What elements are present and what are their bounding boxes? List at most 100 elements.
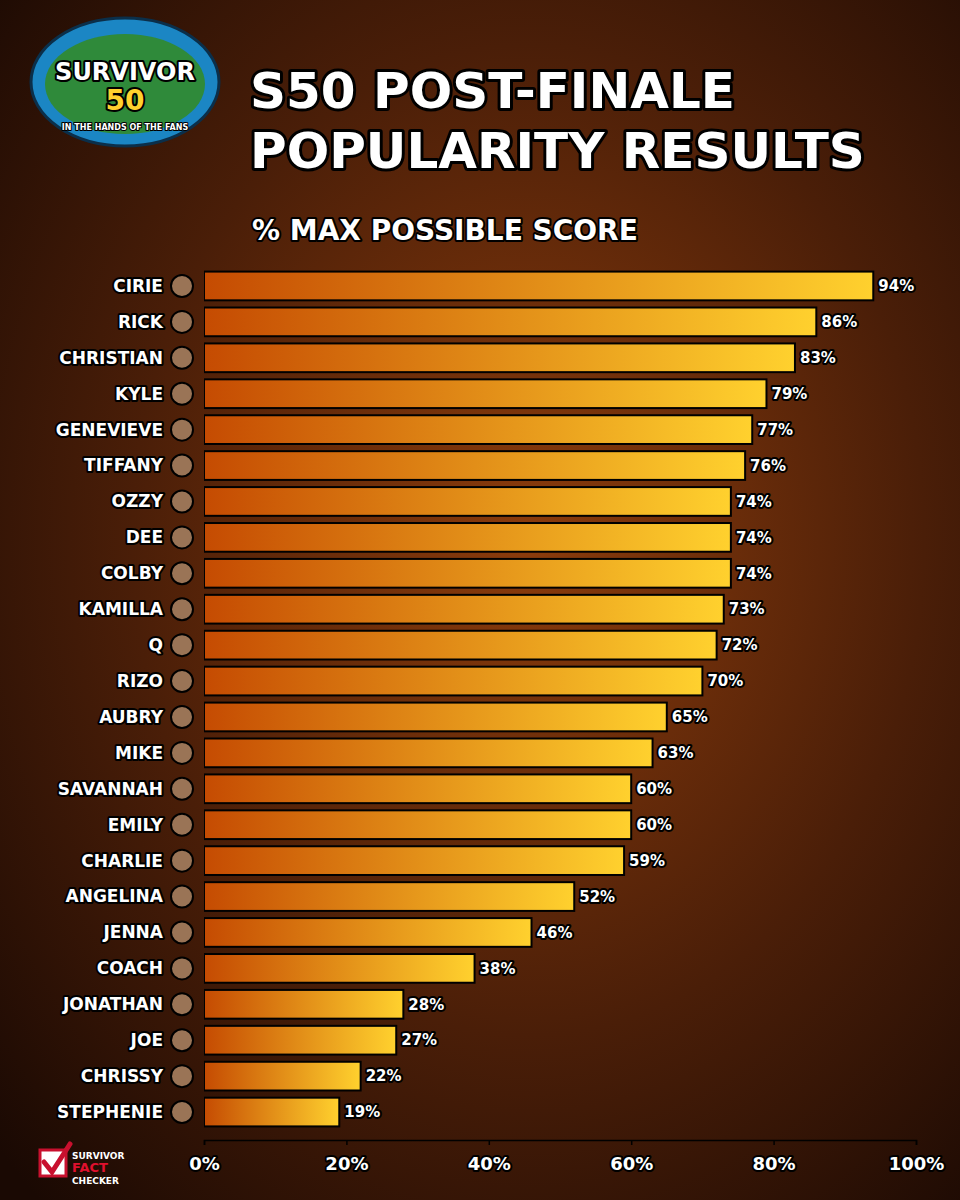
tick-mark	[489, 1140, 491, 1145]
logo-text: CHECKER	[72, 1176, 119, 1186]
category-label: Q	[149, 635, 163, 655]
avatar	[171, 455, 193, 477]
avatar	[171, 742, 193, 764]
bar	[204, 990, 403, 1019]
data-label: 83%	[800, 349, 836, 367]
avatar	[171, 1029, 193, 1051]
category-label: CIRIE	[113, 276, 163, 296]
bar	[204, 846, 624, 875]
title-line: POPULARITY RESULTS	[250, 122, 865, 180]
category-label: AUBRY	[99, 707, 164, 727]
tick-label: 20%	[325, 1153, 368, 1174]
tick: 40%	[468, 1140, 511, 1174]
x-axis: 0% 20% 40% 60% 80% 100%	[189, 1140, 944, 1174]
avatar	[171, 347, 193, 369]
avatar	[171, 562, 193, 584]
category-label: COACH	[97, 958, 163, 978]
bar	[204, 379, 766, 408]
bar	[204, 451, 745, 480]
bar	[204, 487, 731, 516]
data-label: 72%	[722, 636, 758, 654]
avatar	[171, 419, 193, 441]
bar	[204, 523, 731, 552]
data-label: 76%	[750, 457, 786, 475]
category-label: SAVANNAH	[58, 779, 163, 799]
avatar	[171, 383, 193, 405]
tick-label: 60%	[610, 1153, 653, 1174]
bar	[204, 343, 795, 372]
category-label: KYLE	[115, 384, 163, 404]
avatar	[171, 526, 193, 548]
bars	[204, 272, 873, 1127]
tick-label: 40%	[468, 1153, 511, 1174]
avatar	[171, 957, 193, 979]
tick: 80%	[753, 1140, 796, 1174]
data-label: 77%	[757, 421, 793, 439]
data-label: 74%	[736, 529, 772, 547]
avatar	[171, 993, 193, 1015]
data-label: 38%	[480, 960, 516, 978]
data-label: 86%	[821, 313, 857, 331]
bar	[204, 559, 731, 588]
data-label: 60%	[636, 780, 672, 798]
data-label: 28%	[408, 996, 444, 1014]
data-label: 70%	[707, 672, 743, 690]
tick-label: 80%	[753, 1153, 796, 1174]
avatar	[171, 490, 193, 512]
tick: 100%	[889, 1140, 945, 1174]
fact-checker-logo: SURVIVORFACTCHECKER	[40, 1144, 124, 1186]
data-label: 65%	[672, 708, 708, 726]
title-line: S50 POST-FINALE	[250, 62, 735, 120]
chart: SURVIVOR50IN THE HANDS OF THE FANSS50 PO…	[0, 0, 960, 1200]
bar	[204, 810, 631, 839]
logo-text: SURVIVOR	[55, 58, 195, 86]
avatar	[171, 634, 193, 656]
category-label: RIZO	[117, 671, 163, 691]
avatar	[171, 670, 193, 692]
tick-mark	[773, 1140, 775, 1145]
category-label: OZZY	[112, 491, 164, 511]
bar	[204, 272, 873, 301]
data-label: 94%	[878, 277, 914, 295]
data-label: 79%	[771, 385, 807, 403]
data-label: 60%	[636, 816, 672, 834]
tick-mark	[631, 1140, 633, 1145]
data-label: 27%	[401, 1031, 437, 1049]
bar	[204, 1062, 361, 1091]
logo-text: FACT	[72, 1160, 108, 1175]
bar	[204, 739, 653, 768]
avatar	[171, 778, 193, 800]
bar	[204, 954, 475, 983]
avatar	[171, 921, 193, 943]
category-label: CHARLIE	[81, 851, 163, 871]
data-label: 74%	[736, 493, 772, 511]
data-label: 22%	[366, 1067, 402, 1085]
bar	[204, 631, 717, 660]
category-label: MIKE	[115, 743, 163, 763]
tick: 20%	[325, 1140, 368, 1174]
avatar	[171, 814, 193, 836]
tick-mark	[916, 1140, 918, 1145]
category-label: CHRISTIAN	[59, 348, 163, 368]
bar	[204, 918, 532, 947]
category-label: KAMILLA	[79, 599, 164, 619]
avatar	[171, 311, 193, 333]
category-label: RICK	[118, 312, 164, 332]
avatar	[171, 850, 193, 872]
category-labels: CIRIERICKCHRISTIANKYLEGENEVIEVETIFFANYOZ…	[56, 275, 193, 1123]
data-label: 46%	[537, 924, 573, 942]
bar	[204, 703, 667, 732]
tick-mark	[346, 1140, 348, 1145]
bar	[204, 882, 574, 911]
data-labels: 94%86%83%79%77%76%74%74%74%73%72%70%65%6…	[344, 277, 914, 1121]
category-label: CHRISSY	[81, 1066, 164, 1086]
tick-label: 0%	[189, 1153, 220, 1174]
logo-text: 50	[106, 84, 145, 117]
data-label: 73%	[729, 600, 765, 618]
category-label: JONATHAN	[62, 994, 163, 1014]
category-label: STEPHENIE	[57, 1102, 163, 1122]
axis-line	[205, 1141, 917, 1146]
data-label: 63%	[658, 744, 694, 762]
category-label: JOE	[130, 1030, 163, 1050]
category-label: GENEVIEVE	[56, 420, 163, 440]
